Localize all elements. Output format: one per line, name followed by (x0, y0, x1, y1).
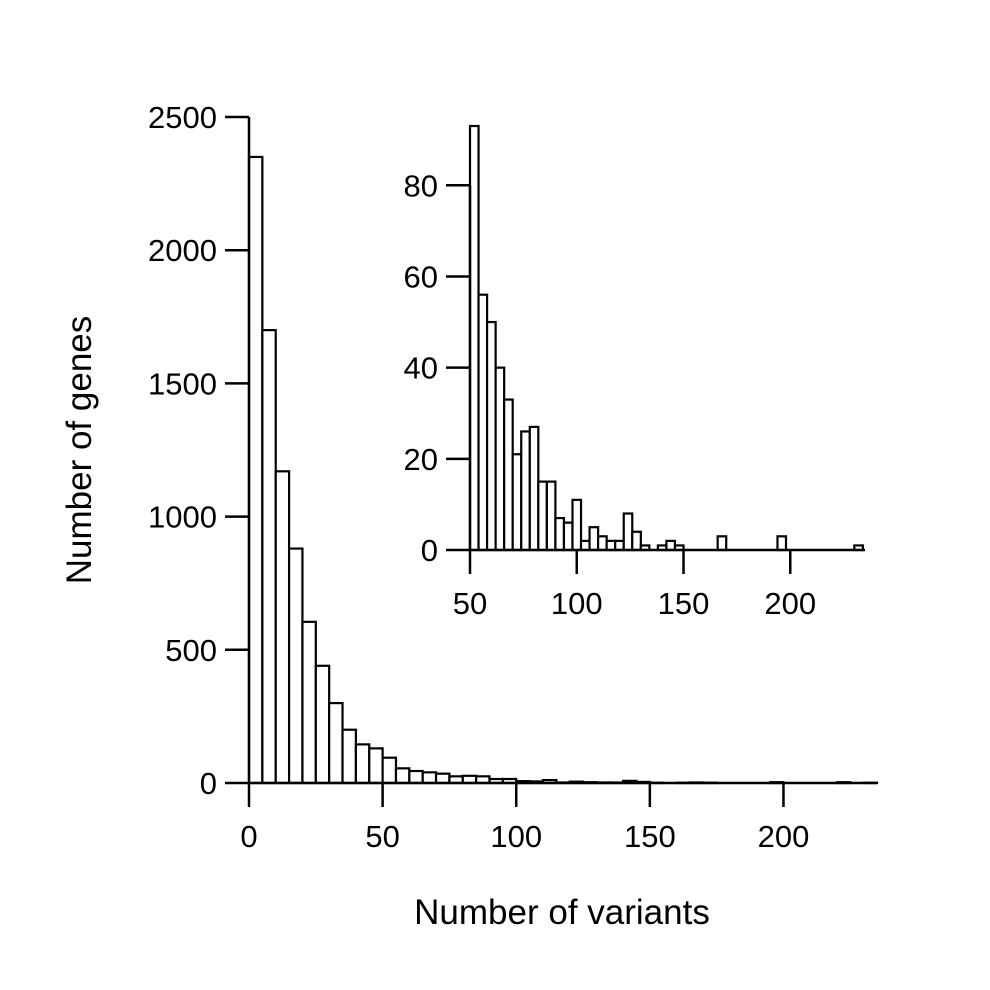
inset-bar (545, 480, 557, 552)
inset-bar (511, 453, 523, 552)
main-y-tick-label: 0 (200, 766, 217, 801)
inset-bar (622, 512, 634, 552)
main-y-tick-label: 2000 (148, 233, 217, 268)
main-y-tick-label: 2500 (148, 100, 217, 135)
main-bar (381, 756, 398, 785)
inset-bar (597, 535, 608, 552)
main-bars (247, 155, 879, 785)
inset-y-tick-label: 80 (404, 168, 438, 203)
inset-bar (520, 430, 531, 552)
inset-x-tick-label: 100 (551, 586, 603, 621)
main-x-tick-label: 50 (365, 819, 399, 854)
inset-bar (614, 539, 625, 552)
main-bar (368, 747, 384, 785)
inset-bar (537, 480, 548, 552)
main-bar (408, 769, 424, 785)
main-bar (314, 664, 331, 785)
y-axis-title: Number of genes (60, 316, 99, 584)
inset-x-tick-label: 50 (453, 586, 487, 621)
inset-y-tick-label: 40 (404, 351, 438, 386)
inset-bar (485, 320, 497, 552)
inset-bar (631, 530, 642, 552)
main-bar (247, 155, 264, 785)
main-y-tick-label: 1000 (148, 500, 217, 535)
inset-bar (588, 526, 600, 552)
main-bar (341, 728, 357, 785)
inset-bar (562, 521, 574, 552)
main-bar (287, 547, 304, 785)
inset-bar (503, 398, 514, 552)
main-bar (301, 620, 317, 785)
inset-bar (468, 124, 480, 552)
inset-bar (579, 539, 591, 552)
main-bar (261, 329, 277, 785)
inset-y-tick-label: 20 (404, 442, 438, 477)
inset-bar (776, 535, 788, 552)
main-x-tick-label: 150 (624, 819, 676, 854)
inset-y-tick-label: 0 (421, 533, 438, 568)
inset-bar (605, 539, 617, 552)
main-bar (394, 767, 411, 785)
main-bar (328, 701, 344, 785)
main-y-tick-label: 1500 (148, 366, 217, 401)
inset-bar (571, 498, 583, 552)
main-bar (421, 771, 438, 785)
main-bar (274, 470, 291, 785)
main-x-tick-label: 100 (490, 819, 542, 854)
x-axis-title: Number of variants (414, 893, 710, 932)
inset-y-tick-label: 60 (404, 259, 438, 294)
inset-x-tick-label: 150 (658, 586, 710, 621)
main-bar (434, 772, 451, 785)
main-x-tick-label: 0 (240, 819, 257, 854)
inset-bar (665, 539, 677, 552)
inset-x-tick-label: 200 (764, 586, 816, 621)
inset-bar (528, 425, 540, 552)
inset-bar (554, 516, 566, 552)
inset-bar (494, 366, 506, 552)
inset-bar (716, 535, 728, 552)
inset-axes: 0 20 40 60 80 50 100 150 200 (404, 168, 865, 621)
main-y-tick-label: 500 (165, 633, 217, 668)
inset-bars (468, 124, 864, 552)
main-bar (354, 743, 371, 785)
main-x-tick-label: 200 (758, 819, 810, 854)
inset-bar (477, 293, 489, 552)
inset-histogram: 0 20 40 60 80 50 100 150 200 (404, 124, 865, 621)
